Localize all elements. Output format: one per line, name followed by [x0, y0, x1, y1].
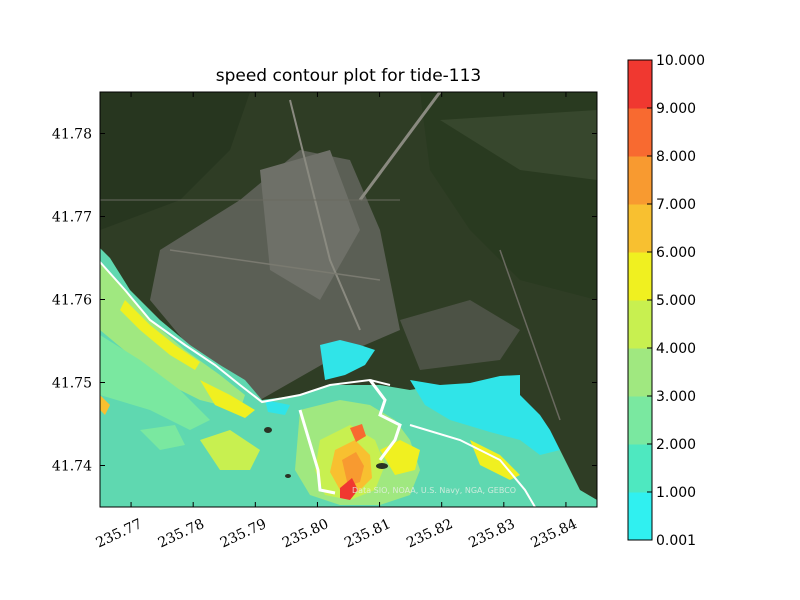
colorbar-segment	[628, 204, 652, 253]
x-tick-label: 235.81	[342, 516, 393, 551]
colorbar-label: 8.000	[656, 149, 696, 165]
x-tick-label: 235.83	[466, 516, 517, 551]
colorbar-label: 5.000	[656, 293, 696, 309]
x-tick-label: 235.84	[528, 516, 579, 551]
colorbar-label: 0.001	[656, 533, 696, 549]
x-tick-label: 235.82	[404, 516, 455, 551]
y-tick-label: 41.77	[52, 210, 92, 226]
y-tick-label: 41.76	[52, 293, 92, 309]
colorbar-segment	[628, 60, 652, 109]
map-attribution: Data SIO, NOAA, U.S. Navy, NGA, GEBCO	[352, 486, 516, 495]
x-tick-label: 235.80	[280, 516, 331, 551]
x-tick-label: 235.79	[218, 516, 269, 551]
colorbar-segment	[628, 156, 652, 205]
colorbar-segment	[628, 396, 652, 445]
chart-title: speed contour plot for tide-113	[215, 66, 482, 86]
colorbar-label: 4.000	[656, 341, 696, 357]
colorbar-label: 7.000	[656, 197, 696, 213]
colorbar-label: 3.000	[656, 389, 696, 405]
speed-contours	[100, 248, 597, 507]
colorbar: 0.001 1.000 2.000 3.000 4.000 5.000 6.000 7.000…	[627, 53, 705, 549]
colorbar-segment	[628, 300, 652, 349]
colorbar-label: 9.000	[656, 101, 696, 117]
y-tick-label: 41.78	[52, 127, 92, 143]
x-tick-label: 235.78	[156, 516, 207, 551]
y-tick-label: 41.74	[52, 459, 92, 475]
colorbar-segment	[628, 348, 652, 397]
y-tick-label: 41.75	[52, 376, 92, 392]
x-tick-label: 235.77	[94, 516, 145, 551]
colorbar-segment	[628, 444, 652, 493]
y-axis: 41.74 41.75 41.76 41.77 41.78	[52, 127, 597, 475]
colorbar-label: 6.000	[656, 245, 696, 261]
colorbar-label: 10.000	[656, 53, 705, 69]
colorbar-segment	[628, 492, 652, 541]
colorbar-segment	[628, 252, 652, 301]
colorbar-label: 1.000	[656, 485, 696, 501]
colorbar-label: 2.000	[656, 437, 696, 453]
colorbar-segment	[628, 108, 652, 157]
